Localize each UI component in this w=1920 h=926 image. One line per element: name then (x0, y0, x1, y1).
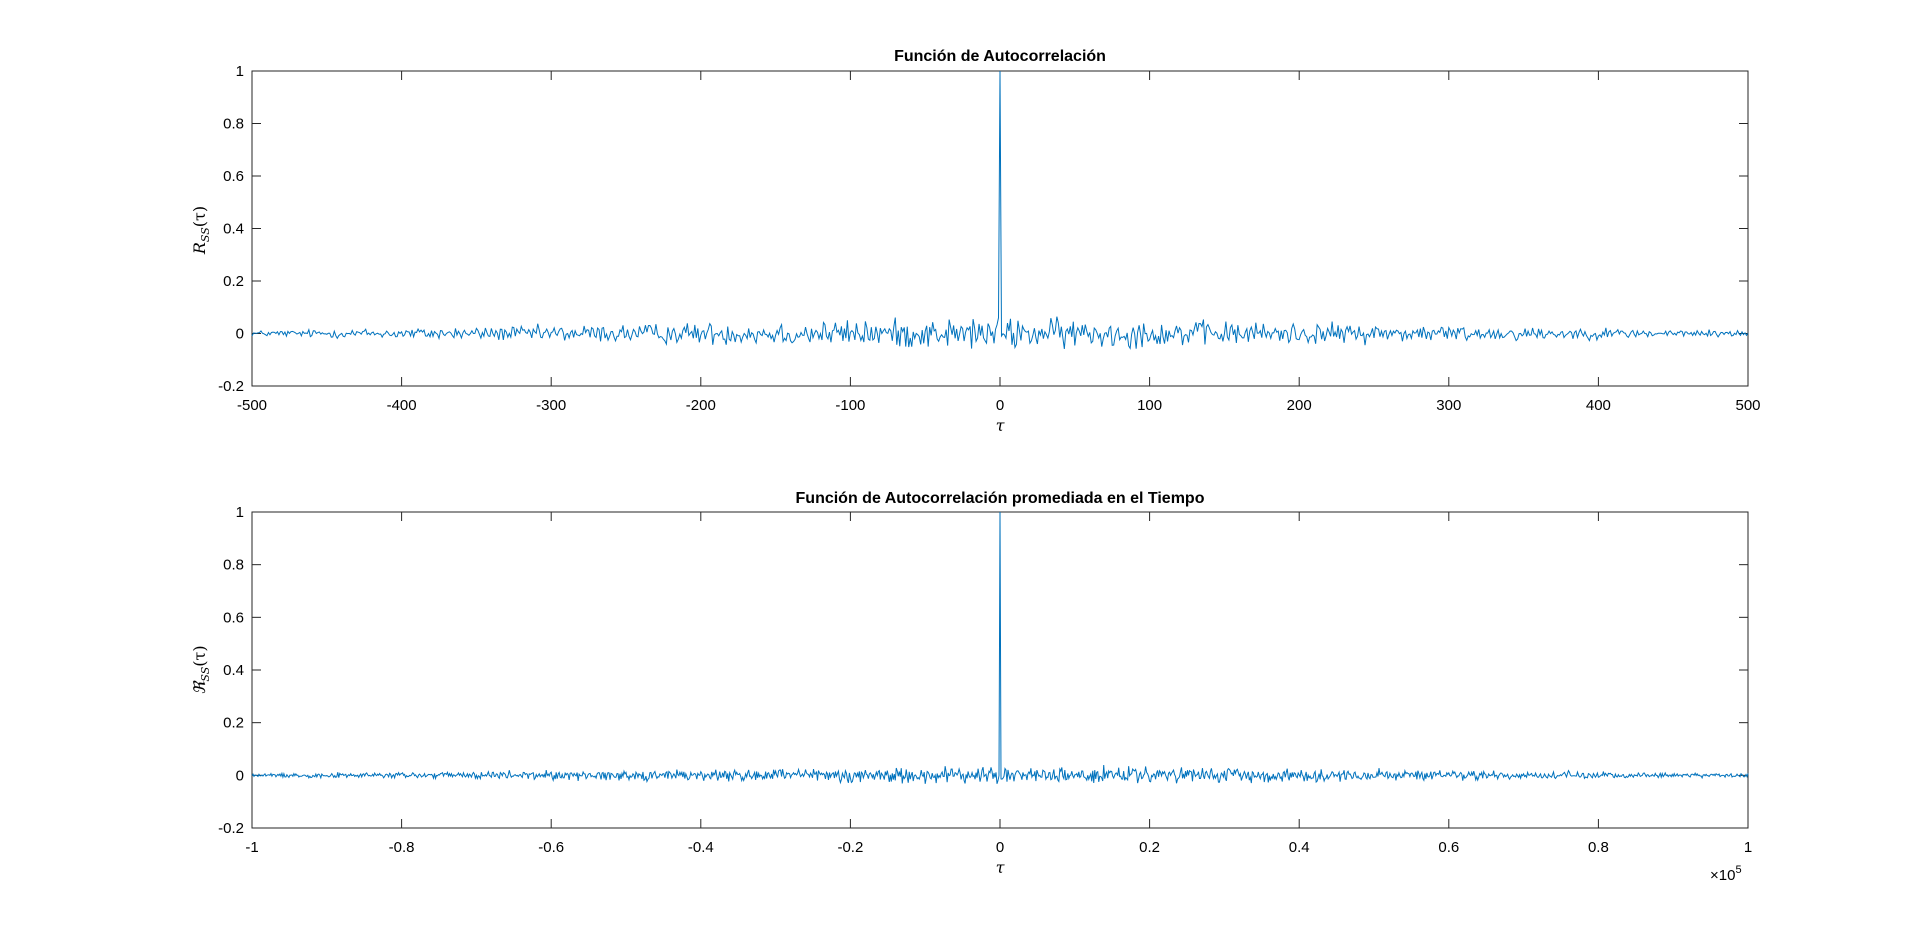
y-axis-label: RSS(τ) (190, 206, 212, 255)
x-tick-label: -0.4 (688, 839, 714, 856)
y-axis-label-arg: (τ) (190, 206, 209, 227)
y-axis-label-main: R (190, 242, 209, 255)
x-tick-label: 200 (1287, 397, 1312, 414)
x-tick-label: -500 (237, 397, 267, 414)
x-tick-labels: -500 -400 -300 -200 -100 0 100 200 300 400 500 (237, 397, 1761, 414)
y-axis-label-main: ℜ (190, 680, 209, 695)
subplot-title: Función de Autocorrelación promediada en… (796, 490, 1205, 507)
y-tick-label: 0 (236, 767, 244, 784)
y-axis-label-sub: SS (199, 227, 212, 242)
y-tick-label: 0.4 (223, 221, 244, 238)
y-axis-label: ℜSS(τ) (190, 645, 212, 694)
y-axis-label-arg: (τ) (190, 645, 209, 666)
subplot-time-averaged-autocorrelation: Función de Autocorrelación promediada en… (190, 490, 1752, 884)
subplot-autocorrelation: Función de Autocorrelación -500 -400 -300-… (190, 48, 1761, 435)
x-tick-label: -0.6 (538, 839, 564, 856)
y-tick-label: 1 (236, 63, 244, 80)
axis-ticks (251, 511, 1749, 829)
x-tick-label: -1 (245, 839, 258, 856)
x-tick-label: -0.2 (837, 839, 863, 856)
x-tick-label: -100 (835, 397, 865, 414)
x-tick-label: -400 (387, 397, 417, 414)
x-tick-label: 400 (1586, 397, 1611, 414)
time-averaged-autocorrelation-line (251, 511, 1749, 785)
x-tick-label: -0.8 (389, 839, 415, 856)
y-tick-label: 0.8 (223, 116, 244, 133)
y-axis-label-sub: SS (199, 666, 212, 681)
x-tick-label: 0.4 (1289, 839, 1310, 856)
x-tick-label: 0 (996, 397, 1004, 414)
x-axis-label: τ (996, 858, 1006, 877)
x-tick-label: 500 (1735, 397, 1760, 414)
y-tick-label: 1 (236, 504, 244, 521)
x-tick-label: 300 (1436, 397, 1461, 414)
x-tick-label: 100 (1137, 397, 1162, 414)
y-tick-labels: -0.2 0 0.2 0.4 0.6 0.8 1 (218, 504, 244, 837)
axis-ticks (251, 70, 1749, 387)
autocorrelation-line (251, 70, 1749, 350)
y-tick-label: 0.2 (223, 273, 244, 290)
x-tick-label: 0.6 (1438, 839, 1459, 856)
y-tick-label: 0 (236, 326, 244, 343)
x-tick-label: 1 (1744, 839, 1752, 856)
y-tick-labels: -0.2 0 0.2 0.4 0.6 0.8 1 (218, 63, 244, 395)
subplot-title: Función de Autocorrelación (894, 48, 1106, 65)
x-tick-label: -200 (686, 397, 716, 414)
x-tick-label: 0.8 (1588, 839, 1609, 856)
exponent-base: ×10 (1710, 867, 1735, 884)
exponent-power: 5 (1735, 864, 1741, 876)
x-axis-label: τ (996, 416, 1006, 435)
x-tick-label: 0.2 (1139, 839, 1160, 856)
y-tick-label: 0.6 (223, 609, 244, 626)
y-tick-label: -0.2 (218, 820, 244, 837)
x-tick-label: -300 (536, 397, 566, 414)
y-tick-label: 0.2 (223, 715, 244, 732)
x-tick-labels: -1 -0.8 -0.6 -0.4 -0.2 0 0.2 0.4 0.6 0.8 1 (245, 839, 1752, 856)
x-axis-exponent: ×105 (1710, 864, 1742, 884)
y-tick-label: 0.4 (223, 662, 244, 679)
x-tick-label: 0 (996, 839, 1004, 856)
y-tick-label: 0.8 (223, 557, 244, 574)
y-tick-label: 0.6 (223, 168, 244, 185)
y-tick-label: -0.2 (218, 378, 244, 395)
